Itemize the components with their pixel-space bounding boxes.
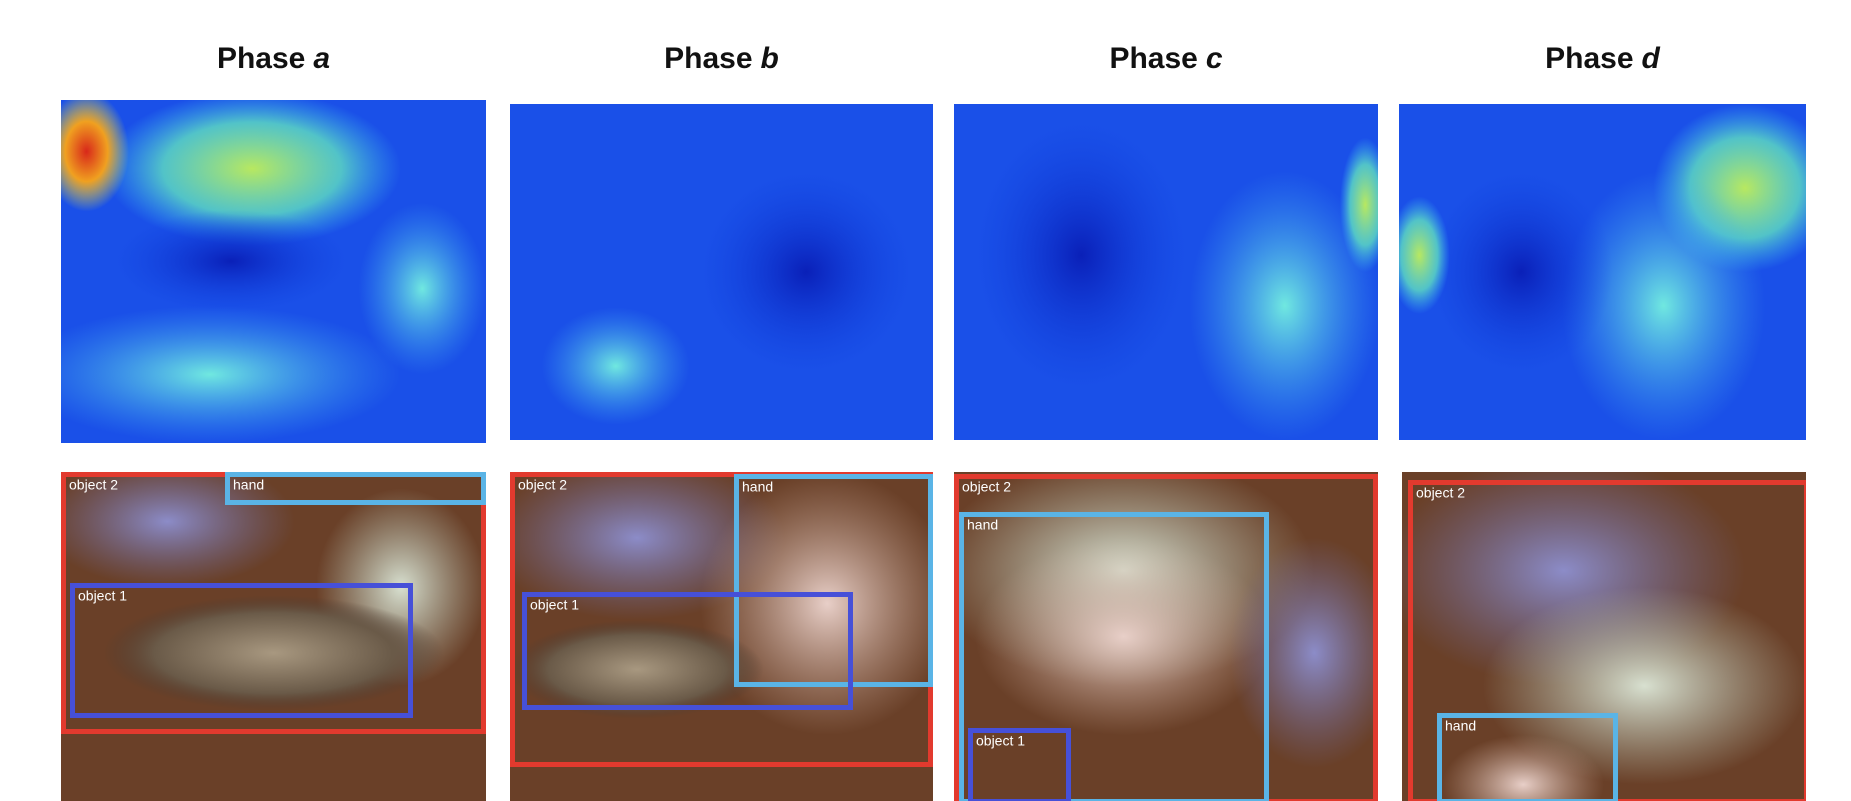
title-prefix: Phase bbox=[1109, 42, 1197, 75]
photo: object 2 hand object 1 bbox=[489, 456, 954, 801]
heatmap bbox=[1389, 104, 1837, 440]
title-prefix: Phase bbox=[1545, 42, 1633, 75]
heatmap bbox=[510, 104, 933, 440]
heat-region bbox=[19, 306, 402, 443]
box-label: object 2 bbox=[69, 476, 118, 492]
figure: Phaseaobject 2handobject 1Phasebobject 2… bbox=[0, 0, 1851, 801]
photo-region bbox=[104, 595, 444, 710]
box-label: hand bbox=[1445, 717, 1476, 733]
photo-region bbox=[510, 620, 764, 719]
title-letter: c bbox=[1206, 42, 1223, 75]
box-label: object 2 bbox=[962, 478, 1011, 494]
page: Phaseaobject 2handobject 1Phasebobject 2… bbox=[0, 0, 1851, 801]
heat-region bbox=[1389, 196, 1450, 314]
photo: object 2 hand object 1 bbox=[933, 456, 1399, 801]
box-label: hand bbox=[233, 476, 264, 492]
title-letter: b bbox=[761, 42, 779, 75]
box-label: object 2 bbox=[1416, 484, 1465, 500]
heat-region bbox=[700, 171, 912, 373]
heat-region bbox=[114, 210, 348, 313]
box-label: hand bbox=[967, 516, 998, 532]
title-prefix: Phase bbox=[217, 42, 305, 75]
box-label: hand bbox=[742, 478, 773, 494]
title-letter: d bbox=[1642, 42, 1661, 75]
box-label: object 1 bbox=[78, 587, 127, 603]
photo: object 2 hand bbox=[1382, 456, 1807, 801]
heat-region bbox=[975, 121, 1187, 390]
photo-region bbox=[975, 538, 1272, 735]
title-prefix: Phase bbox=[664, 42, 752, 75]
heat-region bbox=[359, 203, 487, 375]
box-label: object 1 bbox=[976, 732, 1025, 748]
box-label: object 1 bbox=[530, 596, 579, 612]
box-label: object 2 bbox=[518, 476, 567, 492]
heatmap bbox=[19, 91, 487, 443]
heat-region bbox=[542, 307, 690, 425]
title-letter: a bbox=[313, 42, 330, 75]
photo: object 2 hand object 1 bbox=[40, 456, 486, 801]
heatmap bbox=[954, 104, 1391, 440]
heat-region bbox=[1340, 138, 1391, 272]
heat-region bbox=[1430, 171, 1613, 373]
heat-region bbox=[44, 91, 129, 211]
